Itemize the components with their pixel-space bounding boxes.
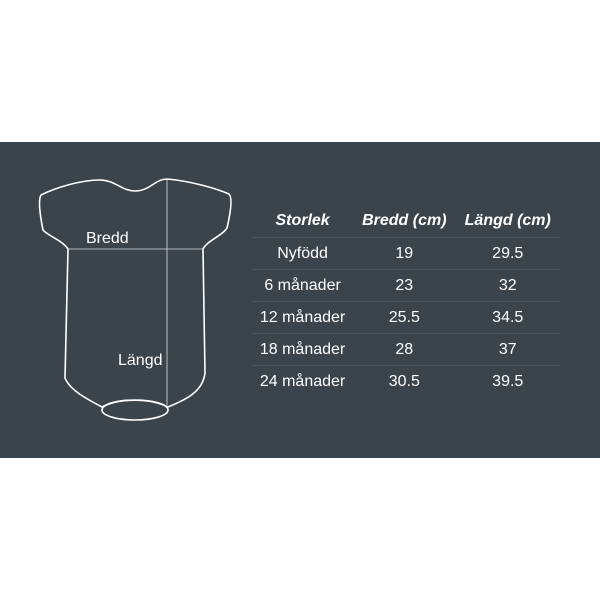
length-label: Längd	[118, 352, 163, 369]
width-cell: 30.5	[388, 372, 420, 390]
width-cell: 25.5	[353, 301, 456, 334]
bodysuit-diagram	[38, 178, 232, 421]
header-length: Längd (cm)	[455, 205, 560, 238]
size-cell: 6 månader	[252, 269, 354, 302]
table-row: 6 månader 23 32	[252, 269, 560, 302]
crotch-snap	[101, 399, 169, 421]
size-cell: Nyfödd	[252, 237, 354, 270]
size-cell: 24 månader	[259, 372, 346, 390]
size-cell: 18 månader	[252, 333, 354, 366]
header-size: Storlek	[252, 205, 354, 238]
table-header-row: Storlek Bredd (cm) Längd (cm)	[252, 205, 560, 238]
length-cell: 29.5	[455, 237, 560, 270]
table-row: 24 månader 30.5 39.5	[252, 366, 560, 398]
width-cell: 28	[353, 333, 456, 366]
size-cell: 12 månader	[252, 301, 354, 334]
length-cell: 34.5	[455, 301, 560, 334]
table-row: 12 månader 25.5 34.5	[252, 301, 560, 334]
header-width: Bredd (cm)	[353, 205, 456, 238]
width-cell: 19	[353, 237, 456, 270]
table-row: Nyfödd 19 29.5	[252, 237, 560, 270]
table-row: 18 månader 28 37	[252, 333, 560, 366]
width-cell: 23	[353, 269, 456, 302]
length-cell: 37	[455, 333, 560, 366]
bodysuit-outline	[38, 178, 232, 408]
size-table: Storlek Bredd (cm) Längd (cm) Nyfödd 19 29…	[252, 205, 560, 397]
length-cell: 39.5	[492, 372, 524, 390]
width-label: Bredd	[86, 230, 129, 247]
size-chart-panel: Bredd Längd Storlek Bredd (cm) Längd (cm…	[0, 142, 600, 458]
length-cell: 32	[455, 269, 560, 302]
